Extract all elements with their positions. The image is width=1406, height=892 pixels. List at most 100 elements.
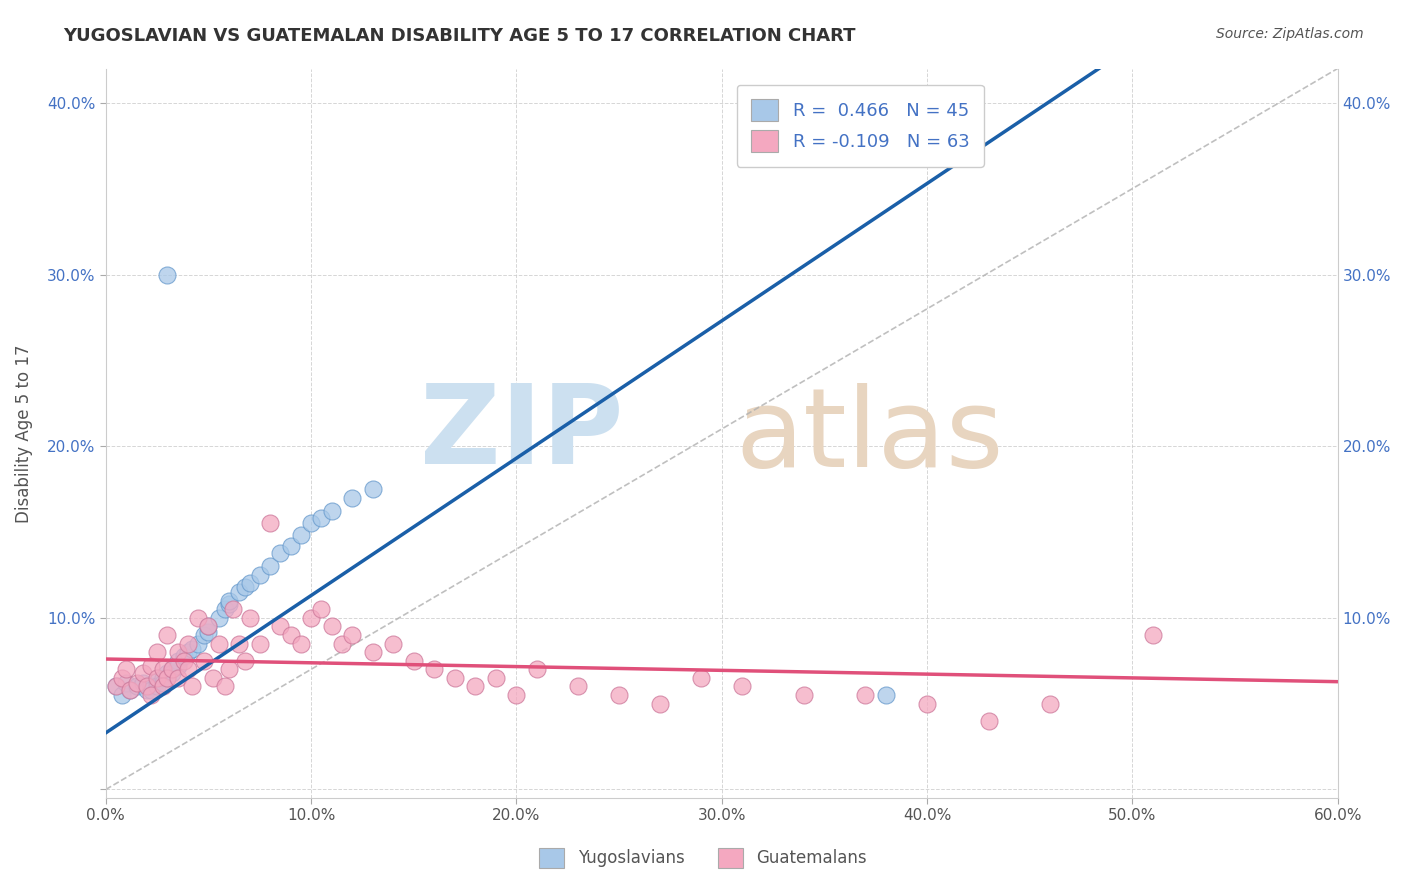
Point	[361, 645, 384, 659]
Point	[173, 654, 195, 668]
Point	[382, 636, 405, 650]
Point	[181, 680, 204, 694]
Point	[156, 671, 179, 685]
Point	[321, 504, 343, 518]
Point	[166, 671, 188, 685]
Point	[214, 602, 236, 616]
Point	[197, 619, 219, 633]
Point	[875, 688, 897, 702]
Point	[249, 636, 271, 650]
Point	[977, 714, 1000, 728]
Point	[166, 659, 188, 673]
Point	[139, 682, 162, 697]
Legend: R =  0.466   N = 45, R = -0.109   N = 63: R = 0.466 N = 45, R = -0.109 N = 63	[737, 85, 984, 167]
Point	[650, 697, 672, 711]
Point	[485, 671, 508, 685]
Point	[505, 688, 527, 702]
Point	[567, 680, 589, 694]
Point	[135, 680, 157, 694]
Point	[187, 611, 209, 625]
Point	[235, 580, 257, 594]
Text: Source: ZipAtlas.com: Source: ZipAtlas.com	[1216, 27, 1364, 41]
Point	[208, 611, 231, 625]
Point	[218, 597, 240, 611]
Point	[259, 559, 281, 574]
Point	[731, 680, 754, 694]
Point	[218, 593, 240, 607]
Point	[197, 619, 219, 633]
Point	[222, 602, 245, 616]
Point	[443, 671, 465, 685]
Point	[156, 268, 179, 282]
Point	[193, 654, 215, 668]
Point	[1039, 697, 1062, 711]
Point	[290, 528, 312, 542]
Point	[1142, 628, 1164, 642]
Point	[201, 671, 224, 685]
Point	[105, 680, 128, 694]
Point	[156, 671, 179, 685]
Point	[249, 568, 271, 582]
Point	[146, 674, 169, 689]
Point	[125, 680, 148, 694]
Point	[290, 636, 312, 650]
Point	[235, 654, 257, 668]
Point	[181, 641, 204, 656]
Point	[299, 516, 322, 531]
Point	[152, 680, 174, 694]
Point	[111, 688, 134, 702]
Point	[152, 671, 174, 685]
Point	[218, 662, 240, 676]
Point	[321, 619, 343, 633]
Point	[125, 676, 148, 690]
Point	[423, 662, 446, 676]
Point	[177, 636, 200, 650]
Point	[311, 511, 333, 525]
Point	[228, 585, 250, 599]
Text: ZIP: ZIP	[420, 380, 623, 487]
Point	[280, 628, 302, 642]
Point	[139, 688, 162, 702]
Point	[135, 682, 157, 697]
Point	[464, 680, 486, 694]
Point	[120, 682, 142, 697]
Point	[146, 645, 169, 659]
Point	[402, 654, 425, 668]
Legend: Yugoslavians, Guatemalans: Yugoslavians, Guatemalans	[533, 841, 873, 875]
Point	[111, 671, 134, 685]
Point	[238, 576, 260, 591]
Point	[299, 611, 322, 625]
Text: YUGOSLAVIAN VS GUATEMALAN DISABILITY AGE 5 TO 17 CORRELATION CHART: YUGOSLAVIAN VS GUATEMALAN DISABILITY AGE…	[63, 27, 856, 45]
Point	[146, 671, 169, 685]
Y-axis label: Disability Age 5 to 17: Disability Age 5 to 17	[15, 344, 32, 523]
Point	[156, 628, 179, 642]
Point	[793, 688, 815, 702]
Point	[311, 602, 333, 616]
Point	[132, 676, 155, 690]
Point	[139, 659, 162, 673]
Text: atlas: atlas	[735, 384, 1004, 491]
Point	[340, 628, 363, 642]
Point	[855, 688, 877, 702]
Point	[690, 671, 713, 685]
Point	[214, 680, 236, 694]
Point	[269, 545, 291, 559]
Point	[156, 665, 179, 680]
Point	[173, 648, 195, 663]
Point	[177, 645, 200, 659]
Point	[340, 491, 363, 505]
Point	[115, 676, 138, 690]
Point	[607, 688, 630, 702]
Point	[187, 636, 209, 650]
Point	[915, 697, 938, 711]
Point	[152, 662, 174, 676]
Point	[152, 676, 174, 690]
Point	[120, 682, 142, 697]
Point	[160, 662, 183, 676]
Point	[228, 636, 250, 650]
Point	[238, 611, 260, 625]
Point	[330, 636, 353, 650]
Point	[208, 636, 231, 650]
Point	[526, 662, 548, 676]
Point	[259, 516, 281, 531]
